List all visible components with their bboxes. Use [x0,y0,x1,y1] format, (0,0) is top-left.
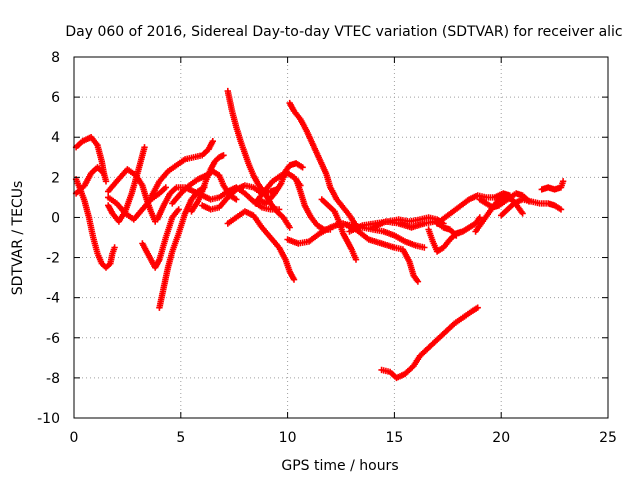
data-point-markers [318,196,360,263]
y-tick-label: 4 [51,130,60,146]
x-tick-label: 20 [492,430,510,446]
data-point-markers [254,160,306,207]
plot-frame [73,56,609,419]
data-point-markers [199,182,281,213]
data-markers [72,87,567,382]
series-arc-31 [538,178,567,193]
series-arc-22 [339,220,422,285]
data-point-markers [378,304,481,382]
series-arc-26 [425,214,483,255]
data-point-markers [433,190,513,227]
series-arc-12 [188,152,227,215]
series-arc-30 [498,196,565,219]
series-arc-08 [156,184,208,311]
y-tick-label: -6 [46,331,60,347]
x-axis-label: GPS time / hours [281,458,398,474]
data-point-markers [538,178,567,193]
y-tick-label: -4 [46,291,60,307]
series-arc-03 [72,164,108,197]
series-arc-24 [369,218,460,239]
data-point-markers [369,218,460,239]
data-point-markers [156,184,208,311]
data-point-markers [425,214,483,255]
series-arc-17 [254,160,306,207]
data-point-markers [72,164,108,197]
series-arc-18 [286,99,360,229]
x-tick-label: 5 [176,430,185,446]
series-arc-21 [318,196,360,263]
data-point-markers [224,208,298,283]
chart-title: Day 060 of 2016, Sidereal Day-to-day VTE… [65,24,622,40]
y-tick-label: 8 [51,50,60,66]
x-tick-label: 25 [599,430,617,446]
y-tick-label: 2 [51,170,60,186]
series-arc-09 [147,138,216,201]
series-arc-25 [378,304,481,382]
x-tick-label: 10 [279,430,297,446]
data-point-markers [286,99,360,229]
y-tick-label: -2 [46,251,60,267]
series-arc-07 [139,206,182,271]
y-tick-label: -8 [46,371,60,387]
series-arc-15 [224,208,298,283]
data-point-markers [139,206,182,271]
data-point-markers [339,220,422,285]
axis-ticks: 0 5 10 15 20 25 -10 -8 -6 -4 -2 0 2 4 6 8 [37,50,617,446]
y-tick-label: 0 [51,210,60,226]
data-point-markers [147,138,216,201]
data-point-markers [498,196,565,219]
y-tick-label: -10 [37,411,60,427]
x-tick-label: 15 [385,430,403,446]
y-axis-label: SDTVAR / TECUs [10,181,26,296]
y-tick-label: 6 [51,90,60,106]
series-arc-27 [433,190,513,227]
x-tick-label: 0 [70,430,79,446]
series-arc-13 [199,182,281,213]
data-point-markers [188,152,227,215]
